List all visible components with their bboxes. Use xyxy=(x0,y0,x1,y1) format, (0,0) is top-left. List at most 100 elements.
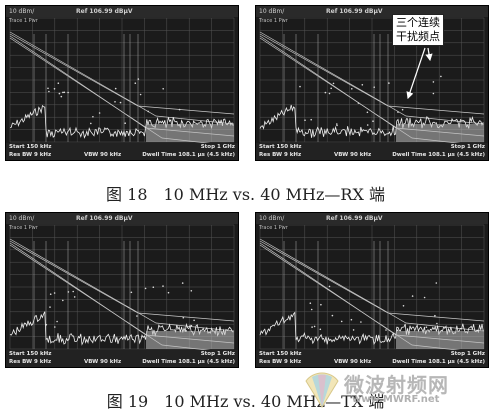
limit-line xyxy=(259,238,485,332)
spur-point xyxy=(425,326,428,328)
spur-point xyxy=(114,87,117,90)
spur-point xyxy=(397,111,399,113)
spur-point xyxy=(73,296,76,298)
spur-point xyxy=(440,75,442,78)
spur-point xyxy=(324,91,327,94)
spur-point xyxy=(60,95,63,98)
spur-point xyxy=(388,82,390,84)
ref-label: Ref 106.99 dBµV xyxy=(76,215,133,222)
start-freq: Start 150 kHz xyxy=(9,351,52,357)
spur-point xyxy=(340,320,343,323)
res-bw: Res BW 9 kHz xyxy=(259,359,302,365)
noise-trace xyxy=(259,311,484,345)
start-freq: Start 150 kHz xyxy=(259,144,302,150)
spur-point xyxy=(310,308,313,311)
level-label: 10 dBm/ xyxy=(9,215,35,222)
level-label: 10 dBm/ xyxy=(259,215,285,222)
spur-point xyxy=(330,87,332,90)
spur-point xyxy=(48,90,50,93)
watermark-url: www.MWRF.net xyxy=(352,394,440,405)
spur-point xyxy=(47,87,49,90)
spur-point xyxy=(299,85,301,88)
spur-point xyxy=(435,282,438,284)
spur-point xyxy=(385,329,387,331)
noise-band xyxy=(396,124,484,142)
level-label: 10 dBm/ xyxy=(9,8,35,15)
spur-point xyxy=(72,290,74,293)
spectrum-plot xyxy=(259,224,485,354)
trace-label: Trace 1 Pwr xyxy=(9,18,38,24)
vbw: VBW 90 kHz xyxy=(84,359,122,365)
fan-logo-icon xyxy=(305,372,339,408)
spectrum-panel-rx-40mhz: 10 dBm/ Ref 106.99 dBµV Trace 1 Pwr Star… xyxy=(255,5,489,161)
spur-point xyxy=(92,116,94,118)
stop-freq: Stop 1 GHz xyxy=(450,351,485,357)
spur-point xyxy=(366,124,369,126)
spur-point xyxy=(178,108,181,111)
spur-point xyxy=(124,122,126,124)
spur-point xyxy=(332,82,335,85)
spur-point xyxy=(56,320,58,323)
spur-point xyxy=(313,325,316,328)
spur-point xyxy=(114,101,116,103)
stop-freq: Stop 1 GHz xyxy=(200,351,235,357)
limit-line xyxy=(9,31,235,125)
spur-point xyxy=(139,93,142,96)
spur-point xyxy=(319,328,322,331)
spur-point xyxy=(351,88,353,90)
spur-point xyxy=(67,291,70,293)
spur-point xyxy=(57,82,60,84)
spur-point xyxy=(167,291,170,294)
start-freq: Start 150 kHz xyxy=(259,351,302,357)
figure-caption-19: 图 19 10 MHz vs. 40 MHz—TX 端 xyxy=(106,392,385,411)
spur-point xyxy=(432,92,435,95)
noise-band xyxy=(396,331,484,349)
spur-point xyxy=(336,124,338,127)
spectrum-plot xyxy=(9,17,235,147)
spur-point xyxy=(357,102,360,104)
spur-point xyxy=(311,326,313,328)
dwell-time: Dwell Time 108.1 µs (4.5 kHz) xyxy=(142,152,235,158)
ref-label: Ref 106.99 dBµV xyxy=(326,8,383,15)
spectrum-plot xyxy=(9,224,235,354)
spectrum-plot xyxy=(259,17,485,147)
spur-point xyxy=(134,82,137,84)
spur-point xyxy=(320,303,322,306)
spur-point xyxy=(49,293,52,295)
spur-point xyxy=(366,111,369,114)
trace-label: Trace 1 Pwr xyxy=(259,18,288,24)
callout-line-1: 三个连续 xyxy=(396,16,440,29)
spectrum-panel-rx-10mhz: 10 dBm/ Ref 106.99 dBµV Trace 1 Pwr Star… xyxy=(5,5,239,161)
spur-point xyxy=(152,286,155,288)
spur-point xyxy=(181,282,184,284)
spur-point xyxy=(361,84,364,86)
spur-point xyxy=(162,88,164,90)
watermark-logo: 微波射频网 www.MWRF.net xyxy=(300,367,490,413)
spur-point xyxy=(423,296,426,299)
spur-point xyxy=(130,291,133,294)
spur-point xyxy=(49,306,51,308)
spur-point xyxy=(62,299,64,302)
interference-callout: 三个连续 干扰频点 xyxy=(392,14,444,46)
res-bw: Res BW 9 kHz xyxy=(9,152,52,158)
limit-line xyxy=(9,238,235,332)
start-freq: Start 150 kHz xyxy=(9,144,52,150)
vbw: VBW 90 kHz xyxy=(334,359,372,365)
vbw: VBW 90 kHz xyxy=(334,152,372,158)
spur-point xyxy=(45,323,48,326)
spur-point xyxy=(372,120,374,122)
noise-band xyxy=(146,331,234,349)
spur-point xyxy=(90,122,92,125)
stop-freq: Stop 1 GHz xyxy=(450,144,485,150)
trace-label: Trace 1 Pwr xyxy=(9,225,38,231)
ref-label: Ref 106.99 dBµV xyxy=(326,215,383,222)
spur-point xyxy=(63,91,66,94)
spur-point xyxy=(309,302,312,304)
noise-trace xyxy=(9,311,234,346)
spur-point xyxy=(137,78,140,80)
spur-point xyxy=(98,112,101,114)
spur-point xyxy=(436,322,438,325)
spur-point xyxy=(182,316,185,319)
spur-point xyxy=(119,101,122,104)
spur-point xyxy=(360,321,362,323)
